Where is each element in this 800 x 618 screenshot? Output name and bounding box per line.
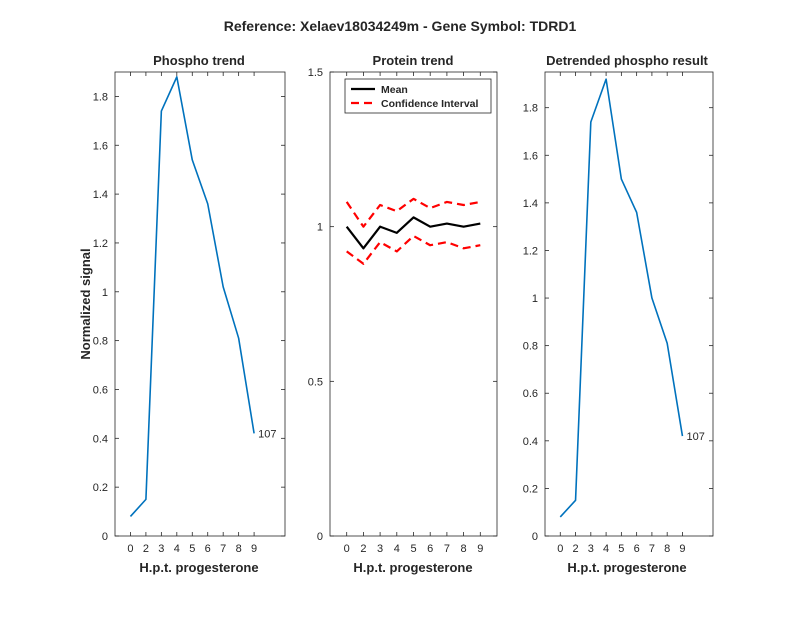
phospho-trend-xtick-label: 8 [236, 543, 242, 555]
protein-trend-xtick-label: 4 [394, 543, 400, 555]
protein-trend-series-line-2 [346, 234, 481, 265]
detrended-phospho-xlabel: H.p.t. progesterone [567, 560, 686, 575]
detrended-phospho-ytick-label: 1.2 [523, 245, 538, 257]
detrended-phospho-xtick-label: 4 [603, 543, 609, 555]
phospho-trend-xtick-label: 0 [127, 543, 133, 555]
detrended-phospho-xtick-label: 7 [649, 543, 655, 555]
phospho-trend-ylabel: Normalized signal [78, 248, 93, 359]
protein-trend-ytick-label: 1 [317, 222, 323, 234]
legend-entry-label: Confidence Interval [381, 98, 479, 110]
phospho-trend-series-line-0 [129, 76, 255, 517]
protein-trend-ytick-label: 1.5 [308, 67, 323, 79]
detrended-phospho-end-label: 107 [686, 431, 704, 443]
protein-trend-ytick-label: 0 [317, 531, 323, 543]
phospho-trend-ytick-label: 0.4 [93, 433, 108, 445]
phospho-trend-title: Phospho trend [153, 53, 245, 68]
protein-trend-xtick-label: 7 [444, 543, 450, 555]
phospho-trend-xtick-label: 4 [174, 543, 180, 555]
phospho-trend-ytick-label: 0.8 [93, 336, 108, 348]
protein-trend-xtick-label: 0 [344, 543, 350, 555]
detrended-phospho-xtick-label: 6 [634, 543, 640, 555]
detrended-phospho-xtick-label: 9 [679, 543, 685, 555]
phospho-trend-ytick-label: 0.2 [93, 482, 108, 494]
detrended-phospho-ytick-label: 0.4 [523, 436, 538, 448]
protein-trend-xlabel: H.p.t. progesterone [353, 560, 472, 575]
protein-trend-xtick-label: 5 [410, 543, 416, 555]
phospho-trend-xtick-label: 9 [251, 543, 257, 555]
legend-entry-label: Mean [381, 84, 408, 96]
phospho-trend-ytick-label: 0.6 [93, 384, 108, 396]
phospho-trend-ytick-label: 1 [102, 287, 108, 299]
protein-trend-series-line-0 [345, 216, 481, 250]
protein-trend-title: Protein trend [373, 53, 454, 68]
detrended-phospho-xtick-label: 3 [588, 543, 594, 555]
phospho-trend-ytick-label: 1.8 [93, 91, 108, 103]
phospho-trend-ytick-label: 0 [102, 531, 108, 543]
phospho-trend-ytick-label: 1.2 [93, 238, 108, 250]
phospho-trend-xtick-label: 3 [158, 543, 164, 555]
detrended-phospho-ytick-label: 0.8 [523, 341, 538, 353]
phospho-trend-xtick-label: 7 [220, 543, 226, 555]
phospho-trend-ytick-label: 1.6 [93, 140, 108, 152]
phospho-trend-ytick-label: 1.4 [93, 189, 108, 201]
phospho-trend-end-label: 107 [258, 428, 276, 440]
protein-trend-xtick-label: 6 [427, 543, 433, 555]
phospho-trend-xlabel: H.p.t. progesterone [139, 560, 258, 575]
detrended-phospho-ytick-label: 1.6 [523, 150, 538, 162]
protein-trend-xtick-label: 3 [377, 543, 383, 555]
protein-trend-series-line-1 [345, 197, 481, 228]
phospho-trend-xtick-label: 2 [143, 543, 149, 555]
detrended-phospho-xtick-label: 8 [664, 543, 670, 555]
protein-trend-xtick-label: 9 [477, 543, 483, 555]
detrended-phospho-ytick-label: 1.8 [523, 103, 538, 115]
detrended-phospho-ytick-label: 1.4 [523, 198, 538, 210]
protein-trend-legend: Mean Confidence Interval [344, 78, 492, 114]
detrended-phospho-title: Detrended phospho result [546, 53, 708, 68]
phospho-trend-axes-box [114, 71, 286, 537]
detrended-phospho-xtick-label: 2 [572, 543, 578, 555]
detrended-phospho-axes-box [544, 71, 714, 537]
detrended-phospho-series-line-0 [559, 78, 684, 518]
detrended-phospho-ytick-label: 0.2 [523, 483, 538, 495]
phospho-trend-xtick-label: 6 [205, 543, 211, 555]
figure-title: Reference: Xelaev18034249m - Gene Symbol… [224, 18, 577, 34]
detrended-phospho-ytick-label: 0 [532, 531, 538, 543]
protein-trend-ytick-label: 0.5 [308, 376, 323, 388]
phospho-trend-panel: Phospho trend H.p.t. progesterone Normal… [78, 53, 286, 575]
detrended-phospho-xtick-label: 5 [618, 543, 624, 555]
protein-trend-xtick-label: 2 [360, 543, 366, 555]
detrended-phospho-xtick-label: 0 [557, 543, 563, 555]
phospho-trend-xtick-label: 5 [189, 543, 195, 555]
detrended-phospho-ytick-label: 0.6 [523, 388, 538, 400]
detrended-phospho-panel: Detrended phospho result H.p.t. progeste… [523, 53, 714, 575]
legend-box [344, 78, 492, 114]
protein-trend-xtick-label: 8 [461, 543, 467, 555]
detrended-phospho-ytick-label: 1 [532, 293, 538, 305]
